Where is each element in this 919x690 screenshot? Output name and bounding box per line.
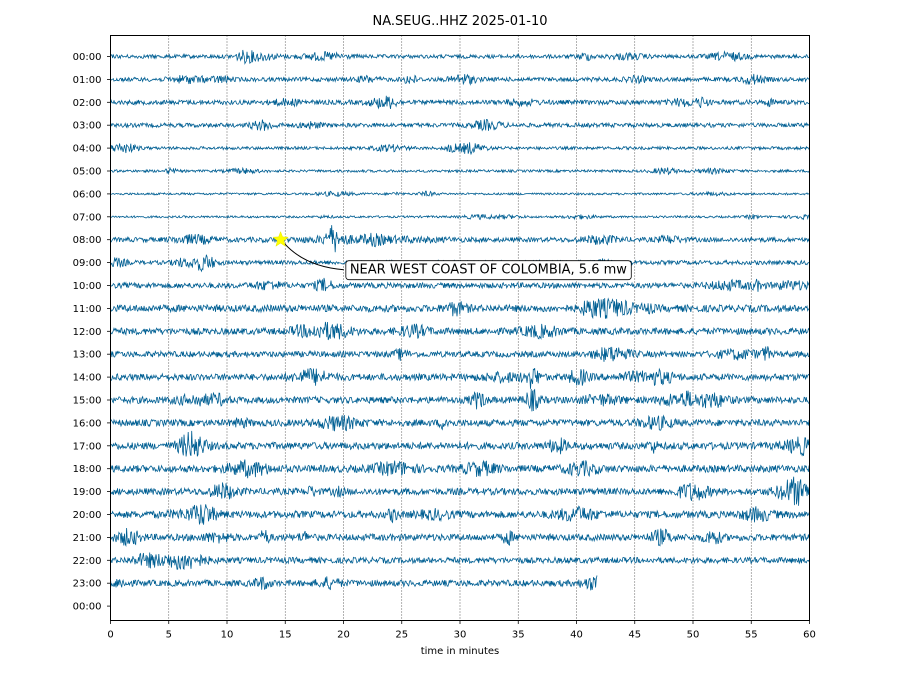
trace-row xyxy=(110,459,810,479)
trace-row xyxy=(110,430,810,457)
x-tick-label: 5 xyxy=(166,630,172,641)
y-tick-label: 00:00 xyxy=(73,52,102,63)
chart-title: NA.SEUG..HHZ 2025-01-10 xyxy=(373,14,548,29)
event-label-box xyxy=(345,260,632,281)
trace-row xyxy=(110,73,810,86)
trace-row xyxy=(110,213,810,221)
trace-row xyxy=(110,166,810,176)
y-tick-label: 07:00 xyxy=(73,212,102,223)
y-tick-label: 20:00 xyxy=(73,510,102,521)
y-tick-label: 09:00 xyxy=(73,258,102,269)
trace-row xyxy=(110,504,810,526)
y-tick-label: 08:00 xyxy=(73,235,102,246)
x-axis-label: time in minutes xyxy=(421,646,500,657)
trace-row xyxy=(110,476,810,506)
y-tick-label: 06:00 xyxy=(73,189,102,200)
y-tick-label: 01:00 xyxy=(73,75,102,86)
x-tick-label: 20 xyxy=(337,630,350,641)
y-tick-label: 14:00 xyxy=(73,373,102,384)
trace-row xyxy=(110,346,810,362)
y-tick-label: 22:00 xyxy=(73,556,102,567)
y-tick-label: 17:00 xyxy=(73,441,102,452)
x-tick-label: 30 xyxy=(454,630,467,641)
y-tick-label: 19:00 xyxy=(73,487,102,498)
y-tick-label: 15:00 xyxy=(73,396,102,407)
trace-row xyxy=(110,552,810,571)
trace-row xyxy=(110,367,810,389)
event-label: NEAR WEST COAST OF COLOMBIA, 5.6 mw xyxy=(350,263,627,278)
seismogram-traces xyxy=(110,49,810,591)
trace-row xyxy=(110,225,810,253)
event-connector xyxy=(284,243,344,271)
x-tick-label: 50 xyxy=(687,630,700,641)
x-tick-label: 15 xyxy=(279,630,292,641)
event-annotations: NEAR WEST COAST OF COLOMBIA, 5.6 mw xyxy=(272,231,632,281)
trace-row xyxy=(110,49,810,65)
trace-row xyxy=(110,414,810,432)
y-tick-label: 18:00 xyxy=(73,464,102,475)
x-tick-label: 55 xyxy=(745,630,758,641)
y-tick-label: 10:00 xyxy=(73,281,102,292)
trace-row xyxy=(110,142,810,156)
y-axis-ticks: 00:00 01:00 02:00 03:00 04:00 05:00 06:00 07:00… xyxy=(73,52,111,613)
x-tick-label: 40 xyxy=(570,630,583,641)
trace-row xyxy=(110,190,810,198)
y-tick-label: 00:00 xyxy=(73,602,102,613)
y-tick-label: 13:00 xyxy=(73,350,102,361)
trace-row xyxy=(110,277,810,292)
x-tick-label: 35 xyxy=(512,630,525,641)
trace-row xyxy=(110,95,810,110)
event-star-marker xyxy=(272,231,289,247)
y-tick-label: 21:00 xyxy=(73,533,102,544)
x-tick-label: 10 xyxy=(221,630,234,641)
x-tick-label: 60 xyxy=(803,630,816,641)
x-tick-label: 45 xyxy=(628,630,641,641)
trace-row xyxy=(110,297,810,320)
y-tick-label: 23:00 xyxy=(73,579,102,590)
y-tick-label: 11:00 xyxy=(73,304,102,315)
x-axis-ticks: 0 5 10 15 20 25 30 35 40 45 50 55 60 xyxy=(107,620,816,641)
y-tick-label: 16:00 xyxy=(73,418,102,429)
y-tick-label: 03:00 xyxy=(73,121,102,132)
trace-row xyxy=(110,321,810,341)
x-tick-label: 25 xyxy=(395,630,408,641)
y-tick-label: 12:00 xyxy=(73,327,102,338)
y-tick-label: 05:00 xyxy=(73,167,102,178)
trace-row xyxy=(110,119,810,132)
trace-row xyxy=(110,575,598,591)
x-tick-label: 0 xyxy=(107,630,113,641)
y-tick-label: 02:00 xyxy=(73,98,102,109)
trace-row xyxy=(110,527,810,547)
trace-row xyxy=(110,388,810,412)
y-tick-label: 04:00 xyxy=(73,144,102,155)
